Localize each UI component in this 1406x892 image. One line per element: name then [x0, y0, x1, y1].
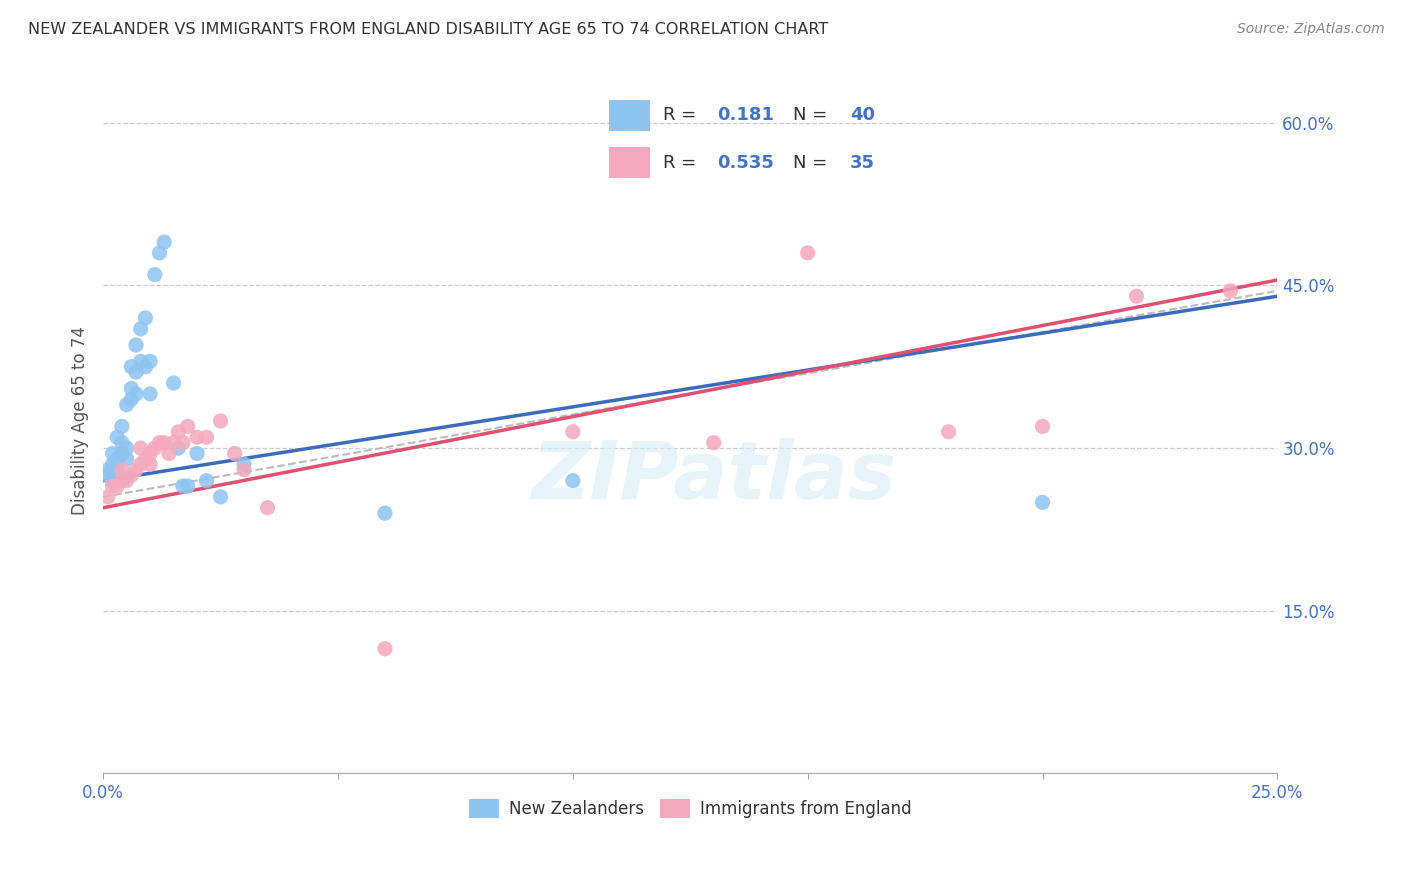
- Point: [176, 419, 198, 434]
- Point: [129, 441, 152, 455]
- Point: [233, 458, 256, 472]
- Point: [148, 435, 170, 450]
- Point: [374, 506, 396, 520]
- Point: [129, 458, 152, 472]
- Text: NEW ZEALANDER VS IMMIGRANTS FROM ENGLAND DISABILITY AGE 65 TO 74 CORRELATION CHA: NEW ZEALANDER VS IMMIGRANTS FROM ENGLAND…: [28, 22, 828, 37]
- Point: [1125, 289, 1147, 303]
- Point: [561, 425, 583, 439]
- Point: [374, 641, 396, 656]
- Point: [139, 354, 162, 368]
- Point: [111, 463, 134, 477]
- Point: [134, 451, 156, 466]
- Point: [105, 479, 128, 493]
- Point: [101, 479, 124, 493]
- Point: [224, 446, 246, 460]
- Point: [172, 479, 194, 493]
- Point: [105, 463, 128, 477]
- Point: [129, 354, 152, 368]
- Point: [153, 435, 176, 450]
- Text: Source: ZipAtlas.com: Source: ZipAtlas.com: [1237, 22, 1385, 37]
- Point: [120, 392, 142, 407]
- Point: [129, 322, 152, 336]
- Point: [101, 474, 124, 488]
- Point: [703, 435, 725, 450]
- Point: [125, 365, 148, 379]
- Point: [115, 441, 138, 455]
- Point: [111, 435, 134, 450]
- Point: [97, 468, 120, 483]
- Legend: New Zealanders, Immigrants from England: New Zealanders, Immigrants from England: [463, 792, 918, 825]
- Point: [105, 451, 128, 466]
- Point: [157, 446, 180, 460]
- Point: [115, 398, 138, 412]
- Y-axis label: Disability Age 65 to 74: Disability Age 65 to 74: [72, 326, 89, 516]
- Point: [125, 338, 148, 352]
- Point: [233, 463, 256, 477]
- Point: [120, 381, 142, 395]
- Point: [143, 268, 166, 282]
- Point: [172, 435, 194, 450]
- Point: [97, 463, 120, 477]
- Point: [125, 463, 148, 477]
- Point: [97, 490, 120, 504]
- Point: [148, 245, 170, 260]
- Point: [120, 359, 142, 374]
- Point: [143, 441, 166, 455]
- Point: [101, 458, 124, 472]
- Point: [139, 458, 162, 472]
- Point: [1031, 495, 1053, 509]
- Point: [186, 446, 208, 460]
- Point: [134, 310, 156, 325]
- Point: [125, 387, 148, 401]
- Point: [186, 430, 208, 444]
- Point: [111, 419, 134, 434]
- Point: [115, 451, 138, 466]
- Point: [209, 414, 232, 428]
- Point: [195, 474, 218, 488]
- Point: [153, 235, 176, 249]
- Point: [134, 359, 156, 374]
- Text: ZIPatlas: ZIPatlas: [531, 438, 896, 516]
- Point: [162, 376, 184, 390]
- Point: [1031, 419, 1053, 434]
- Point: [176, 479, 198, 493]
- Point: [195, 430, 218, 444]
- Point: [1219, 284, 1241, 298]
- Point: [796, 245, 818, 260]
- Point: [111, 474, 134, 488]
- Point: [167, 441, 190, 455]
- Point: [938, 425, 960, 439]
- Point: [139, 446, 162, 460]
- Point: [105, 430, 128, 444]
- Point: [101, 446, 124, 460]
- Point: [561, 474, 583, 488]
- Point: [167, 425, 190, 439]
- Point: [162, 435, 184, 450]
- Point: [120, 468, 142, 483]
- Point: [139, 387, 162, 401]
- Point: [115, 474, 138, 488]
- Point: [256, 500, 278, 515]
- Point: [209, 490, 232, 504]
- Point: [111, 446, 134, 460]
